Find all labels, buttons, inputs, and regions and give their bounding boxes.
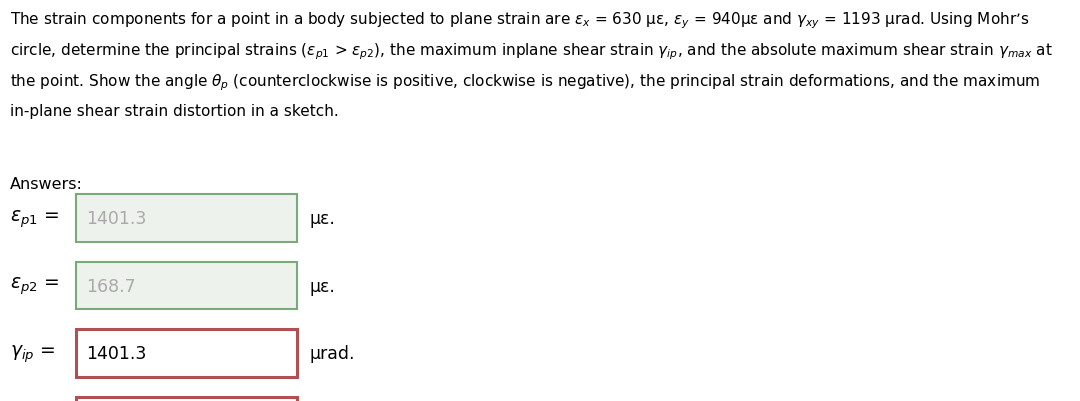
Text: $\varepsilon_{p1}$ =: $\varepsilon_{p1}$ =: [10, 208, 58, 229]
Text: circle, determine the principal strains ($\varepsilon_{p1}$ > $\varepsilon_{p2}$: circle, determine the principal strains …: [10, 41, 1052, 62]
Text: $\varepsilon_{p2}$ =: $\varepsilon_{p2}$ =: [10, 275, 58, 297]
Text: Answers:: Answers:: [10, 176, 82, 191]
Text: the point. Show the angle $\theta_p$ (counterclockwise is positive, clockwise is: the point. Show the angle $\theta_p$ (co…: [10, 73, 1040, 93]
Text: 168.7: 168.7: [86, 277, 136, 295]
Text: μrad.: μrad.: [310, 344, 355, 362]
Text: in-plane shear strain distortion in a sketch.: in-plane shear strain distortion in a sk…: [10, 104, 338, 119]
Text: $\gamma_{ip}$ =: $\gamma_{ip}$ =: [10, 342, 55, 364]
Text: με.: με.: [310, 277, 336, 295]
Text: 1401.3: 1401.3: [86, 210, 147, 227]
Text: The strain components for a point in a body subjected to plane strain are $\vare: The strain components for a point in a b…: [10, 10, 1029, 30]
Text: με.: με.: [310, 210, 336, 227]
Text: 1401.3: 1401.3: [86, 344, 147, 362]
